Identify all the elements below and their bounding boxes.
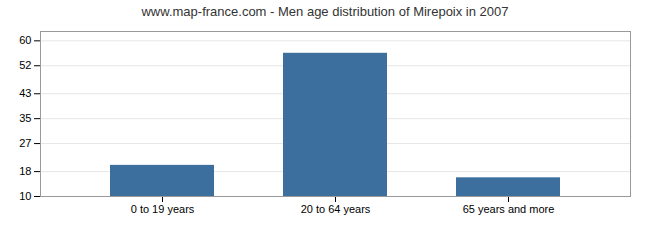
svg-text:18: 18 bbox=[19, 165, 31, 177]
svg-text:20 to 64 years: 20 to 64 years bbox=[301, 203, 371, 215]
svg-text:27: 27 bbox=[19, 137, 31, 149]
svg-text:43: 43 bbox=[19, 87, 31, 99]
svg-text:65 years and more: 65 years and more bbox=[463, 203, 555, 215]
svg-text:35: 35 bbox=[19, 112, 31, 124]
html-text:www.map-france.com - Men age d: www.map-france.com - Men age distributio… bbox=[141, 4, 509, 19]
svg-text:60: 60 bbox=[19, 34, 31, 46]
svg-text:10: 10 bbox=[19, 190, 31, 202]
svg-text:0 to 19 years: 0 to 19 years bbox=[131, 203, 195, 215]
svg-text:52: 52 bbox=[19, 59, 31, 71]
